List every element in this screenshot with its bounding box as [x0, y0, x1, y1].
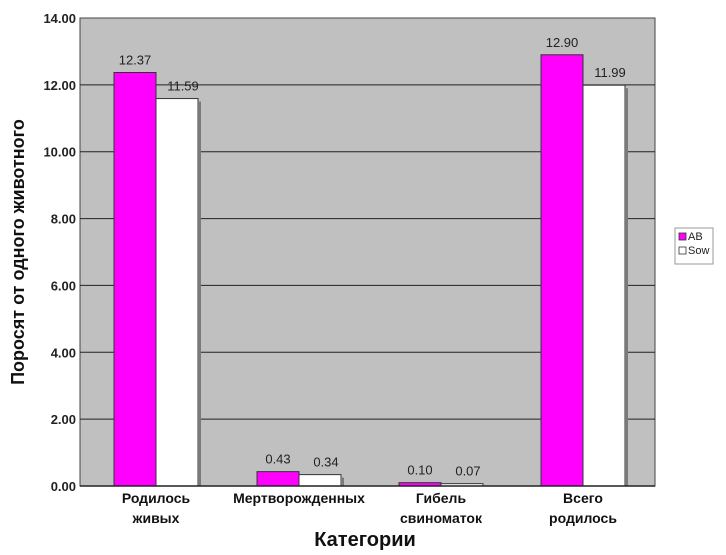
bar-shadow: [198, 101, 201, 486]
data-labels: 12.37 0.43 0.10 12.90 11.59 0.34 0.07 11.99: [119, 35, 626, 479]
y-tick-label: 6.00: [51, 278, 76, 293]
x-axis-title: Категории: [314, 529, 416, 551]
legend-swatch-ab: [678, 232, 687, 241]
bar-sow-1: [298, 474, 342, 487]
data-label: 0.43: [265, 452, 290, 467]
y-axis-ticks: 0.00 2.00 4.00 6.00 8.00 10.00 12.00 14.00: [43, 11, 76, 494]
data-label: 0.07: [455, 464, 480, 479]
category-labels: Родилось живых Мертворожденных Гибель свином…: [122, 490, 617, 526]
data-label: 12.90: [546, 35, 579, 50]
legend-label-sow: Sow: [688, 245, 709, 257]
bar-ab-0: [113, 71, 157, 487]
y-axis-title: Поросят от одного животного: [8, 119, 28, 385]
category-label: живых: [132, 510, 180, 526]
bar-ab-1: [256, 471, 300, 487]
y-tick-label: 10.00: [43, 145, 76, 160]
data-label: 0.34: [313, 455, 338, 470]
bar-sow-3: [582, 84, 626, 487]
category-label: Гибель: [416, 490, 467, 506]
y-tick-label: 14.00: [43, 11, 76, 26]
y-tick-label: 12.00: [43, 78, 76, 93]
data-label: 11.59: [167, 79, 199, 94]
bars: [113, 54, 628, 487]
legend-swatch-sow: [678, 246, 687, 255]
bar-sow-0: [155, 98, 199, 487]
data-label: 0.10: [407, 463, 432, 478]
bar-shadow: [625, 88, 628, 486]
y-tick-label: 4.00: [51, 345, 76, 360]
data-label: 12.37: [119, 52, 152, 67]
category-label: Всего: [563, 490, 603, 506]
data-label: 11.99: [594, 65, 626, 80]
bar-ab-3: [540, 54, 584, 487]
legend-label-ab: AB: [688, 231, 703, 243]
y-tick-label: 2.00: [51, 412, 76, 427]
category-label: родилось: [549, 510, 617, 526]
category-label: Мертворожденных: [233, 490, 365, 506]
y-tick-label: 8.00: [51, 212, 76, 227]
category-label: Родилось: [122, 490, 191, 506]
legend: AB Sow: [674, 227, 714, 265]
y-tick-label: 0.00: [51, 479, 76, 494]
category-label: свиноматок: [400, 510, 483, 526]
bar-shadow: [341, 477, 344, 486]
